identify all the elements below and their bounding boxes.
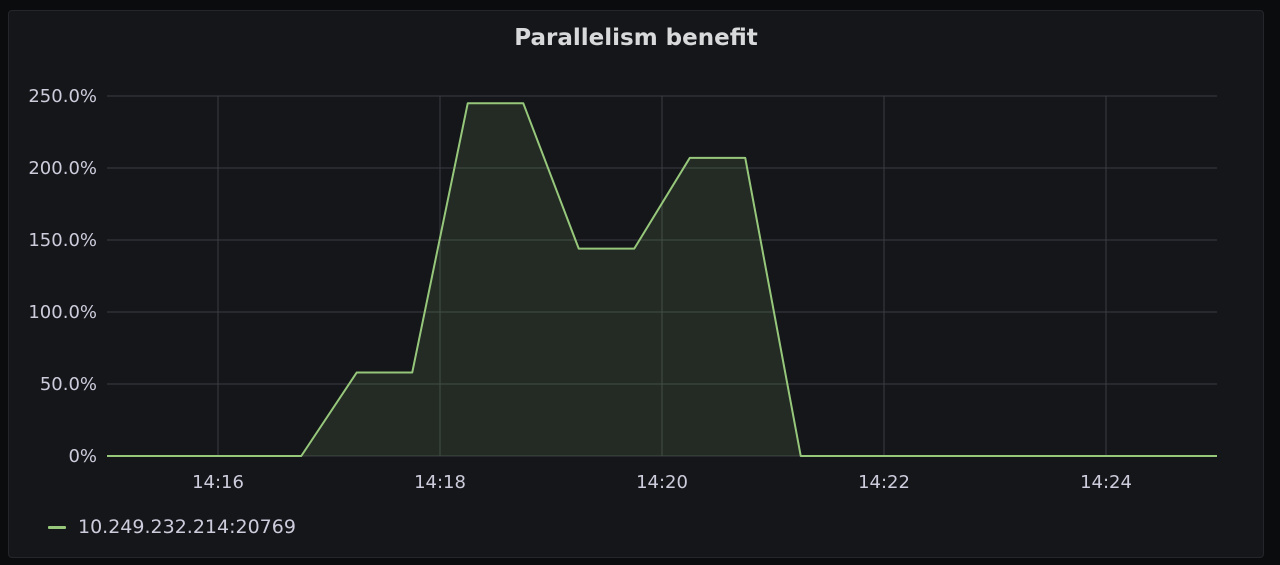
legend-label: 10.249.232.214:20769	[78, 516, 296, 538]
x-tick-label: 14:24	[1080, 472, 1132, 493]
y-tick-label: 0%	[68, 446, 97, 467]
y-tick-label: 250.0%	[28, 86, 97, 107]
panel-title: Parallelism benefit	[514, 25, 758, 51]
x-tick-label: 14:18	[414, 472, 466, 493]
legend[interactable]: 10.249.232.214:20769	[48, 516, 296, 538]
axis-layer: 0% 50.0% 100.0% 150.0% 200.0% 250.0% 14:16 14:1…	[28, 86, 1132, 493]
chart-panel: Parallelism benefit	[8, 10, 1264, 558]
legend-swatch	[48, 525, 66, 529]
y-tick-label: 200.0%	[28, 158, 97, 179]
y-tick-label: 100.0%	[28, 302, 97, 323]
series-line[interactable]	[107, 102, 1217, 457]
y-tick-label: 50.0%	[40, 374, 97, 395]
series-area	[107, 103, 1217, 456]
series-layer	[107, 102, 1217, 457]
grid-layer	[107, 95, 1217, 457]
x-tick-label: 14:16	[192, 472, 244, 493]
x-tick-label: 14:22	[858, 472, 910, 493]
chart-plot: 0% 50.0% 100.0% 150.0% 200.0% 250.0% 14:16 14:1…	[28, 86, 1217, 493]
y-tick-label: 150.0%	[28, 230, 97, 251]
x-tick-label: 14:20	[636, 472, 688, 493]
